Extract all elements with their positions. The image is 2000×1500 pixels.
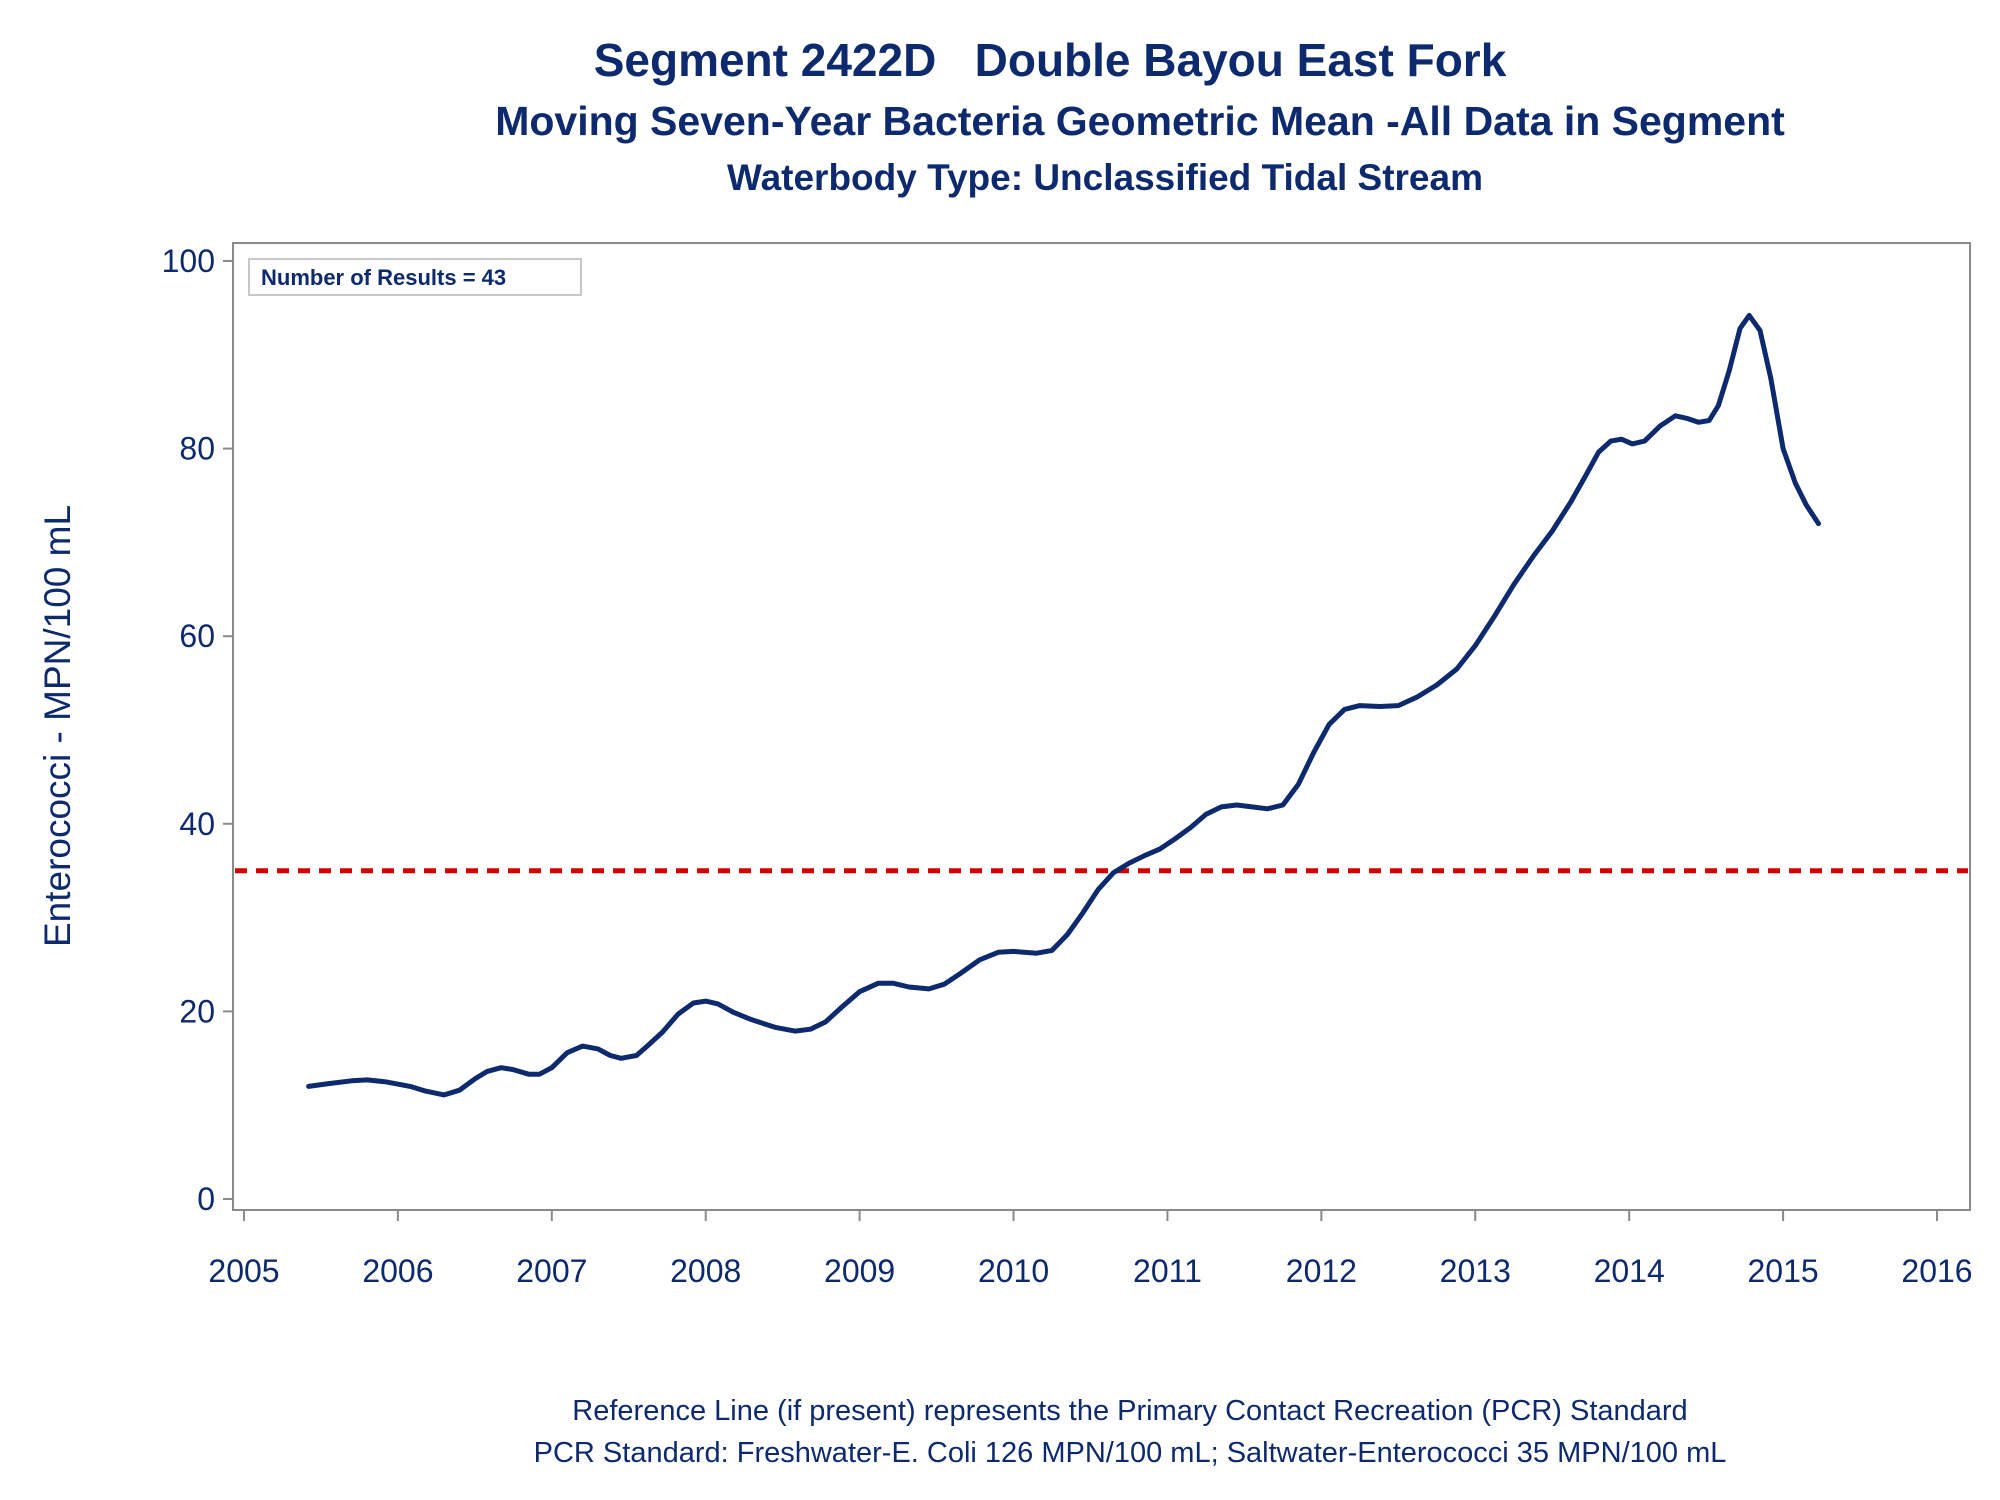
- x-tick-label: 2011: [1133, 1253, 1202, 1289]
- footnote-standard: PCR Standard: Freshwater-E. Coli 126 MPN…: [533, 1437, 1727, 1469]
- y-tick-label: 40: [179, 806, 215, 842]
- x-tick-label: 2007: [516, 1253, 587, 1289]
- y-axis: 0 20 40 60 80 100: [162, 243, 233, 1217]
- y-tick-label: 0: [197, 1181, 215, 1217]
- x-tick-label: 2008: [670, 1253, 741, 1289]
- x-tick-label: 2014: [1594, 1253, 1665, 1289]
- y-tick-label: 20: [179, 993, 215, 1029]
- y-tick-label: 80: [179, 431, 215, 467]
- footnote-reference: Reference Line (if present) represents t…: [572, 1395, 1688, 1427]
- y-tick-label: 100: [162, 243, 215, 279]
- y-axis-title: Enterococci - MPN/100 mL: [37, 505, 78, 947]
- chart-title: Segment 2422D Double Bayou East Fork: [593, 34, 1507, 86]
- x-axis: 2005 2006 2007 2008 2009 2010 2011 2012 2013 2014…: [208, 1210, 1973, 1289]
- x-tick-label: 2012: [1286, 1253, 1357, 1289]
- x-tick-label: 2010: [978, 1253, 1049, 1289]
- chart-subtitle-2: Waterbody Type: Unclassified Tidal Strea…: [727, 157, 1483, 198]
- x-tick-label: 2009: [824, 1253, 895, 1289]
- results-count: Number of Results = 43: [261, 265, 506, 290]
- title-block: Segment 2422D Double Bayou East Fork Mov…: [0, 28, 2000, 206]
- x-tick-label: 2005: [208, 1253, 279, 1289]
- plot-frame: [232, 242, 1971, 1211]
- results-box: Number of Results = 43: [248, 258, 582, 296]
- series-line: [306, 312, 1821, 1098]
- x-tick-label: 2013: [1440, 1253, 1511, 1289]
- x-tick-label: 2006: [362, 1253, 433, 1289]
- results-box-frame: [248, 258, 582, 296]
- x-tick-label: 2015: [1747, 1253, 1818, 1289]
- chart-subtitle: Moving Seven-Year Bacteria Geometric Mea…: [495, 98, 1785, 144]
- x-tick-label: 2016: [1901, 1253, 1972, 1289]
- y-tick-label: 60: [179, 618, 215, 654]
